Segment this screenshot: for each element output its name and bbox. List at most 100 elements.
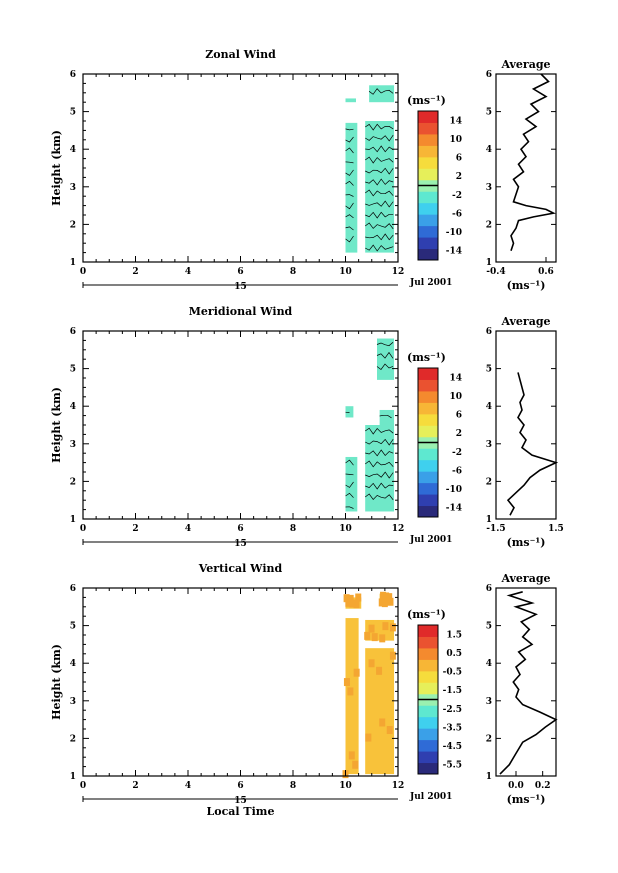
contour-line — [345, 459, 354, 509]
colorbar-swatch — [418, 482, 438, 495]
data-cell — [389, 651, 396, 660]
data-cell — [343, 594, 350, 603]
colorbar-swatch — [418, 202, 438, 215]
y-tick-label: 1 — [70, 258, 76, 268]
data-cell — [368, 624, 375, 633]
colorbar-tick-label: 10 — [449, 135, 462, 145]
average-unit: (ms⁻¹) — [507, 279, 546, 292]
average-x-tick-label: 1.5 — [548, 524, 564, 534]
data-cell — [364, 631, 371, 640]
y-tick-label: 5 — [70, 622, 76, 632]
colorbar-swatch — [418, 636, 438, 649]
colorbar-tick-label: -4.5 — [443, 742, 462, 752]
contour-line — [376, 342, 394, 370]
y-tick-label: 1 — [70, 772, 76, 782]
colorbar-swatch — [418, 716, 438, 729]
y-axis-label: Height (km) — [50, 644, 63, 720]
x-tick-label: 4 — [185, 267, 191, 277]
y-axis-label: Height (km) — [50, 130, 63, 206]
colorbar-swatch — [418, 751, 438, 764]
colorbar-swatch — [418, 670, 438, 683]
colorbar-swatch — [418, 505, 438, 518]
average-x-tick-label: 0.0 — [508, 781, 524, 791]
average-y-tick-label: 5 — [486, 365, 492, 375]
average-x-tick-label: 0.6 — [538, 267, 554, 277]
data-cell — [353, 668, 360, 677]
contour-line — [364, 427, 394, 501]
x-tick-label: 2 — [132, 781, 138, 791]
chart-title: Zonal Wind — [205, 48, 276, 61]
average-y-tick-label: 3 — [486, 183, 492, 193]
colorbar-swatch — [418, 494, 438, 507]
colorbar-tick-label: -5.5 — [443, 761, 462, 771]
data-block — [365, 425, 395, 512]
x-tick-label: 12 — [392, 524, 405, 534]
colorbar-unit: (ms⁻¹) — [407, 351, 446, 364]
colorbar-tick-label: 14 — [449, 116, 462, 126]
colorbar-swatch — [418, 647, 438, 660]
colorbar-swatch — [418, 225, 438, 238]
average-x-tick-label: 0.2 — [535, 781, 551, 791]
average-y-tick-label: 1 — [486, 258, 492, 268]
y-axis-label: Height (km) — [50, 387, 63, 463]
colorbar-swatch — [418, 682, 438, 695]
data-cell — [389, 623, 396, 632]
colorbar-swatch — [418, 413, 438, 426]
colorbar-tick-label: 6 — [456, 154, 462, 164]
colorbar-tick-label: -10 — [446, 228, 462, 238]
colorbar-tick-label: -10 — [446, 485, 462, 495]
colorbar-unit: (ms⁻¹) — [407, 608, 446, 621]
data-block — [345, 122, 358, 253]
data-cell — [383, 592, 390, 601]
average-y-tick-label: 2 — [486, 734, 492, 744]
data-cell — [345, 598, 352, 607]
average-x-tick-label: -0.4 — [486, 267, 505, 277]
colorbar-swatch — [418, 168, 438, 181]
x-tick-label: 8 — [290, 267, 296, 277]
x-tick-label: 6 — [237, 781, 243, 791]
data-block — [365, 121, 395, 253]
colorbar-swatch — [418, 625, 438, 637]
average-title: Average — [500, 572, 550, 585]
x-tick-label: 2 — [132, 267, 138, 277]
data-block — [345, 406, 354, 418]
chart-title: Meridional Wind — [189, 305, 293, 318]
colorbar-swatch — [418, 191, 438, 204]
colorbar-tick-label: -2 — [452, 448, 462, 458]
y-tick-label: 5 — [70, 108, 76, 118]
y-tick-label: 5 — [70, 365, 76, 375]
colorbar-tick-label: 14 — [449, 373, 462, 383]
average-y-tick-label: 6 — [486, 584, 492, 594]
colorbar-swatch — [418, 237, 438, 250]
average-y-tick-label: 3 — [486, 440, 492, 450]
average-y-tick-label: 6 — [486, 70, 492, 80]
colorbar-tick-label: -3.5 — [443, 723, 462, 733]
average-y-tick-label: 6 — [486, 327, 492, 337]
colorbar-swatch — [418, 448, 438, 461]
average-y-tick-label: 1 — [486, 515, 492, 525]
colorbar-swatch — [418, 459, 438, 472]
date-label: Jul 2001 — [409, 535, 452, 545]
x-tick-label: 8 — [290, 781, 296, 791]
contour-line — [345, 128, 354, 243]
x-tick-label: 10 — [339, 524, 352, 534]
data-cell — [379, 634, 386, 643]
data-cell — [376, 666, 383, 675]
colorbar-tick-label: -14 — [446, 247, 462, 257]
average-y-tick-label: 1 — [486, 772, 492, 782]
data-cell — [386, 593, 393, 602]
colorbar-swatch — [418, 402, 438, 415]
y-tick-label: 3 — [70, 440, 76, 450]
y-tick-label: 6 — [70, 584, 76, 594]
colorbar-swatch — [418, 425, 438, 438]
x-tick-label: 0 — [80, 781, 86, 791]
data-block — [345, 456, 358, 512]
colorbar-swatch — [418, 156, 438, 169]
data-block — [369, 85, 395, 103]
y-tick-label: 2 — [70, 220, 76, 230]
y-tick-label: 3 — [70, 183, 76, 193]
average-title: Average — [500, 315, 550, 328]
average-y-tick-label: 5 — [486, 622, 492, 632]
colorbar-swatch — [418, 659, 438, 672]
y-tick-label: 4 — [70, 659, 76, 669]
